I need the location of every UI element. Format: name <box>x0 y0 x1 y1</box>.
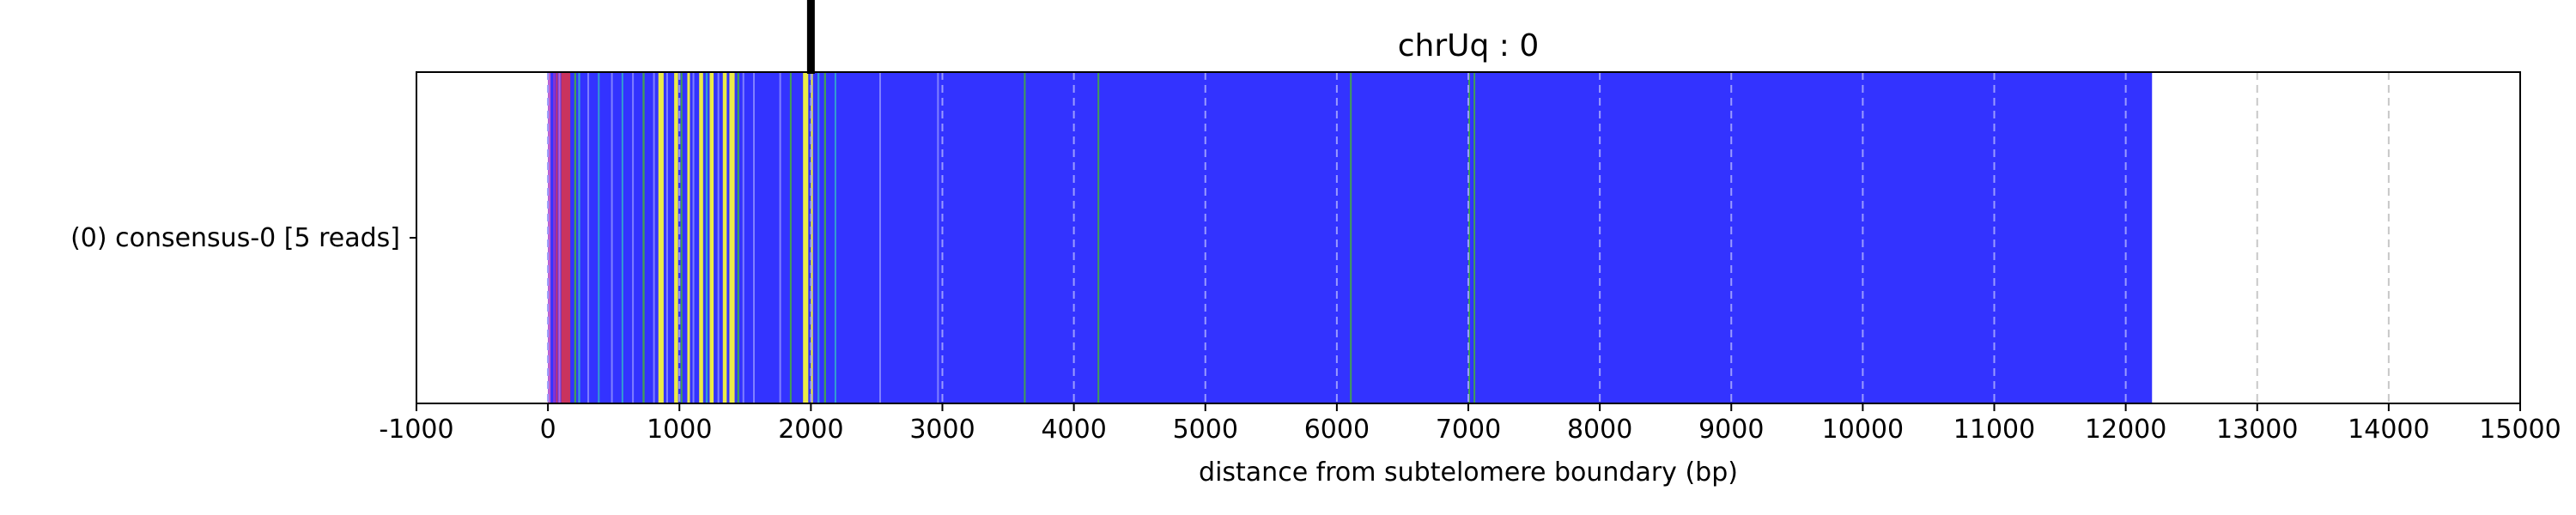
read-segment <box>556 72 558 403</box>
read-segment <box>598 72 600 403</box>
read-segment <box>834 72 836 403</box>
xtick-label: 11000 <box>1953 415 2035 445</box>
xtick-label: 13000 <box>2216 415 2298 445</box>
chart-title: chrUq : 0 <box>1398 28 1540 64</box>
read-segment <box>1350 72 1352 403</box>
xtick-label: 6000 <box>1304 415 1370 445</box>
read-segment <box>574 72 577 403</box>
x-axis-label: distance from subtelomere boundary (bp) <box>1199 457 1738 488</box>
read-segment <box>1468 72 1470 403</box>
read-segment <box>561 72 571 403</box>
read-segment <box>705 72 708 403</box>
read-segment <box>742 72 744 403</box>
read-segment <box>578 72 580 403</box>
read-segment <box>548 72 551 403</box>
read-segment <box>753 72 755 403</box>
read-segment <box>779 72 781 403</box>
read-segment <box>789 72 792 403</box>
read-segment <box>823 72 826 403</box>
read-segment <box>817 72 820 403</box>
xtick-label: 15000 <box>2479 415 2561 445</box>
read-segment <box>674 72 678 403</box>
read-segment <box>1097 72 1100 403</box>
x-axis-ticks: -1000 0 1000 2000 3000 4000 5000 6000 7000 8000 90… <box>379 403 2561 445</box>
xtick-label: 14000 <box>2348 415 2429 445</box>
read-segment <box>1024 72 1026 403</box>
xtick-label: 12000 <box>2085 415 2166 445</box>
read-segment <box>737 72 739 403</box>
read-segment <box>587 72 590 403</box>
read-segment <box>611 72 613 403</box>
read-segment <box>621 72 623 403</box>
xtick-label: 3000 <box>909 415 975 445</box>
read-segment <box>811 72 813 403</box>
xtick-label: 8000 <box>1567 415 1632 445</box>
read-segment <box>680 72 683 403</box>
ytick-label-consensus-0: (0) consensus-0 [5 reads] <box>70 223 400 253</box>
xtick-label: 2000 <box>778 415 843 445</box>
read-segment <box>699 72 703 403</box>
xtick-label: 5000 <box>1173 415 1238 445</box>
read-segment <box>717 72 720 403</box>
y-axis-ticks: (0) consensus-0 [5 reads] <box>70 223 416 253</box>
read-segment <box>642 72 645 403</box>
read-segment <box>1473 72 1476 403</box>
read-segment <box>553 72 556 403</box>
xtick-label: 7000 <box>1436 415 1501 445</box>
read-segment <box>709 72 714 403</box>
read-segment <box>937 72 939 403</box>
xtick-label: 4000 <box>1041 415 1106 445</box>
xtick-label: 1000 <box>647 415 712 445</box>
read-segment <box>658 72 664 403</box>
read-segment <box>558 72 561 403</box>
read-segment <box>665 72 668 403</box>
xtick-label: 10000 <box>1822 415 1904 445</box>
read-segment <box>879 72 881 403</box>
read-segment <box>632 72 635 403</box>
xtick-label: -1000 <box>379 415 453 445</box>
read-segment <box>653 72 655 403</box>
read-segment <box>729 72 735 403</box>
read-bar-group <box>547 72 2153 403</box>
read-segment <box>687 72 690 403</box>
read-segment <box>803 72 809 403</box>
read-segment <box>722 72 727 403</box>
xtick-label: 9000 <box>1698 415 1764 445</box>
read-segment <box>692 72 695 403</box>
xtick-label: 0 <box>540 415 556 445</box>
